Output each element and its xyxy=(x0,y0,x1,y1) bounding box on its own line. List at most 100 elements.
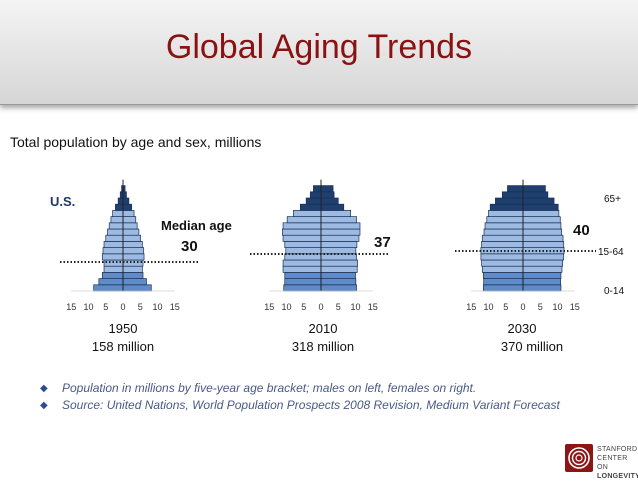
median-age-value-2030: 40 xyxy=(573,222,590,239)
bar-male-1950-0-4 xyxy=(93,284,124,292)
bar-female-2030-25-29 xyxy=(522,253,565,261)
x-tick-label-1950: 10 xyxy=(152,302,162,312)
bar-male-2030-60-64 xyxy=(488,210,524,217)
stanford-logo: STANFORD CENTER ON LONGEVITY xyxy=(565,444,638,480)
bar-male-2030-45-49 xyxy=(483,228,524,236)
bar-male-1950-55-59 xyxy=(110,216,124,224)
bar-male-2030-40-44 xyxy=(481,234,524,242)
bar-male-2030-55-59 xyxy=(486,216,524,224)
x-tick-label-2030: 10 xyxy=(483,302,493,312)
bar-female-1950-0-4 xyxy=(122,284,152,292)
bar-male-2010-10-14 xyxy=(284,272,322,279)
bar-female-1950-15-19 xyxy=(122,265,143,273)
bar-female-1950-25-29 xyxy=(122,253,145,261)
x-tick-label-1950: 5 xyxy=(138,302,143,312)
bar-female-2010-60-64 xyxy=(320,210,352,217)
bar-female-2030-65-69 xyxy=(522,203,559,211)
bar-female-2010-0-4 xyxy=(320,284,357,292)
median-age-value-1950: 30 xyxy=(181,238,198,255)
bar-female-2010-80+ xyxy=(320,185,334,193)
bar-male-1950-65-69 xyxy=(115,203,124,211)
x-tick-label-2010: 5 xyxy=(336,302,341,312)
bar-female-2030-35-39 xyxy=(522,241,565,248)
x-tick-label-2010: 15 xyxy=(368,302,378,312)
bar-female-1950-10-14 xyxy=(122,272,144,279)
bar-male-2010-5-9 xyxy=(284,278,322,286)
bar-female-2010-70-74 xyxy=(320,197,339,205)
bar-female-2030-45-49 xyxy=(522,228,562,236)
year-label-2010: 2010 xyxy=(308,321,338,336)
bar-male-1950-30-34 xyxy=(102,247,124,255)
bar-female-2010-35-39 xyxy=(320,241,358,248)
bar-female-1950-75-79 xyxy=(122,191,127,199)
bar-female-2010-10-14 xyxy=(320,272,356,279)
bar-female-2030-55-59 xyxy=(522,216,561,224)
bar-male-2030-20-24 xyxy=(481,259,524,267)
bar-female-2030-15-19 xyxy=(522,265,563,273)
bar-male-2030-0-4 xyxy=(482,284,524,292)
bar-male-2030-70-74 xyxy=(495,197,524,205)
bar-male-2030-80+ xyxy=(507,185,524,193)
bar-male-2010-60-64 xyxy=(293,210,322,217)
x-tick-label-1950: 10 xyxy=(83,302,93,312)
bar-female-1950-50-54 xyxy=(122,222,138,230)
median-age-value-2010: 37 xyxy=(374,234,391,251)
bar-male-2010-45-49 xyxy=(282,228,322,236)
bar-male-1950-35-39 xyxy=(103,241,124,248)
bar-female-2010-75-79 xyxy=(320,191,335,199)
bar-male-2010-75-79 xyxy=(309,191,322,199)
x-tick-label-1950: 5 xyxy=(103,302,108,312)
bar-male-2030-65-69 xyxy=(489,203,524,211)
logo-mark-icon xyxy=(565,444,593,472)
bar-female-2030-75-79 xyxy=(522,191,549,199)
bar-female-2010-50-54 xyxy=(320,222,361,230)
bar-female-2010-40-44 xyxy=(320,234,360,242)
diamond-bullet-icon: ◆ xyxy=(40,383,48,394)
bar-female-1950-35-39 xyxy=(122,241,143,248)
bar-male-2010-55-59 xyxy=(286,216,322,224)
bar-female-2010-5-9 xyxy=(320,278,357,286)
bar-male-1950-45-49 xyxy=(107,228,124,236)
bar-female-1950-65-69 xyxy=(122,203,132,211)
diamond-bullet-icon: ◆ xyxy=(40,400,48,411)
chart-subtitle: Total population by age and sex, million… xyxy=(10,134,262,150)
bar-male-1950-50-54 xyxy=(108,222,124,230)
x-tick-label-1950: 15 xyxy=(170,302,180,312)
bar-female-2030-10-14 xyxy=(522,272,562,279)
bar-male-2010-0-4 xyxy=(283,284,322,292)
bar-female-1950-45-49 xyxy=(122,228,140,236)
x-tick-label-2010: 5 xyxy=(301,302,306,312)
bar-male-2010-65-69 xyxy=(299,203,322,211)
bar-male-2030-5-9 xyxy=(483,278,524,286)
x-tick-label-2010: 0 xyxy=(318,302,323,312)
x-tick-label-2010: 10 xyxy=(281,302,291,312)
footnote-text: Population in millions by five-year age … xyxy=(62,381,477,395)
footnote-item: ◆ Population in millions by five-year ag… xyxy=(40,381,560,396)
us-label: U.S. xyxy=(50,194,76,209)
bar-male-2030-15-19 xyxy=(481,265,524,273)
x-tick-label-2030: 10 xyxy=(552,302,562,312)
footnotes: ◆ Population in millions by five-year ag… xyxy=(40,381,560,415)
bar-female-1950-40-44 xyxy=(122,234,141,242)
age-group-label-0-14: 0-14 xyxy=(604,286,625,297)
population-label-1950: 158 million xyxy=(91,339,155,354)
bar-male-1950-5-9 xyxy=(98,278,124,286)
median-age-label: Median age xyxy=(161,218,232,233)
footnote-item: ◆ Source: United Nations, World Populati… xyxy=(40,398,560,413)
bar-male-2030-75-79 xyxy=(501,191,524,199)
bar-female-2010-15-19 xyxy=(320,265,358,273)
x-tick-label-2030: 15 xyxy=(466,302,476,312)
x-tick-label-2030: 0 xyxy=(520,302,525,312)
bar-male-2010-70-74 xyxy=(305,197,322,205)
bar-female-1950-70-74 xyxy=(122,197,130,205)
x-tick-label-2010: 10 xyxy=(350,302,360,312)
bar-male-2010-50-54 xyxy=(282,222,322,230)
bar-female-1950-60-64 xyxy=(122,210,135,217)
bar-male-2030-35-39 xyxy=(481,241,524,248)
bar-female-2010-65-69 xyxy=(320,203,345,211)
population-label-2030: 370 million xyxy=(500,339,564,354)
bar-male-2010-20-24 xyxy=(282,259,322,267)
bar-female-2010-20-24 xyxy=(320,259,358,267)
bar-female-2010-45-49 xyxy=(320,228,361,236)
